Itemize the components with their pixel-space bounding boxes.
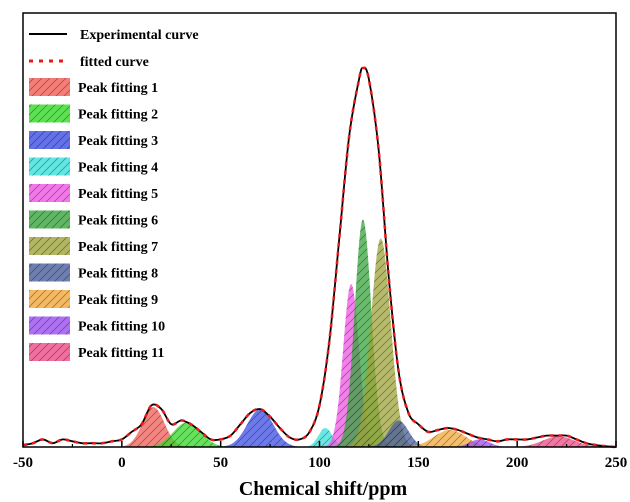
legend-hatch-peak-6: [29, 210, 70, 229]
legend-hatch-peak-5: [29, 184, 70, 202]
fitted-curve: [22, 66, 617, 449]
peak-hatch-3: [208, 409, 312, 447]
peak-hatch-4: [297, 428, 354, 447]
x-tick-label: 250: [605, 455, 628, 471]
x-tick-label: -50: [13, 455, 33, 471]
x-tick-label: 50: [213, 455, 228, 471]
legend-hatch-peak-2: [29, 104, 70, 123]
legend-label-peak-5: Peak fitting 5: [78, 187, 158, 202]
peak-hatch-10: [440, 439, 520, 447]
peak-hatch-2: [131, 422, 243, 447]
curves: [22, 66, 617, 449]
peak-hatch-7: [341, 238, 421, 447]
legend-hatch-peak-10: [29, 316, 70, 335]
legend-label-peak-6: Peak fitting 6: [78, 214, 158, 229]
x-tick-label: 100: [308, 455, 331, 471]
legend-hatch-peak-7: [29, 237, 70, 255]
legend-hatch-peak-4: [29, 157, 70, 176]
legend-hatch-peak-1: [29, 78, 70, 96]
x-axis-title: Chemical shift/ppm: [239, 478, 408, 500]
peak-hatch-6: [329, 219, 397, 447]
legend: Experimental curve fitted curve Peak fitti…: [29, 28, 199, 361]
plot-frame: [22, 12, 617, 448]
x-tick-label: 0: [118, 455, 126, 471]
peak-hatch-1: [109, 407, 197, 447]
x-tick-label: 150: [407, 455, 430, 471]
legend-label-peak-1: Peak fitting 1: [78, 81, 158, 96]
legend-label-experimental: Experimental curve: [80, 28, 199, 43]
peak-hatch-8: [359, 420, 439, 447]
legend-label-peak-11: Peak fitting 11: [78, 346, 164, 361]
legend-label-fitted: fitted curve: [80, 55, 149, 70]
x-axis: -50 0 50 100 150 200 250: [13, 441, 627, 471]
peak-hatch-9: [386, 429, 514, 447]
legend-label-peak-10: Peak fitting 10: [78, 320, 165, 335]
legend-hatch-peak-3: [29, 131, 70, 149]
experimental-curve: [22, 66, 617, 448]
legend-label-peak-3: Peak fitting 3: [78, 134, 158, 149]
peak-hatch-11: [495, 436, 616, 447]
legend-hatch-peak-8: [29, 263, 70, 282]
legend-label-peak-2: Peak fitting 2: [78, 108, 158, 123]
peak-fills: [109, 219, 616, 447]
legend-hatch-peak-11: [29, 343, 70, 361]
legend-label-peak-7: Peak fitting 7: [78, 240, 158, 255]
legend-label-peak-8: Peak fitting 8: [78, 267, 158, 282]
x-tick-label: 200: [506, 455, 529, 471]
legend-label-peak-4: Peak fitting 4: [78, 161, 158, 176]
legend-hatch-peak-9: [29, 290, 70, 308]
legend-label-peak-9: Peak fitting 9: [78, 293, 158, 308]
